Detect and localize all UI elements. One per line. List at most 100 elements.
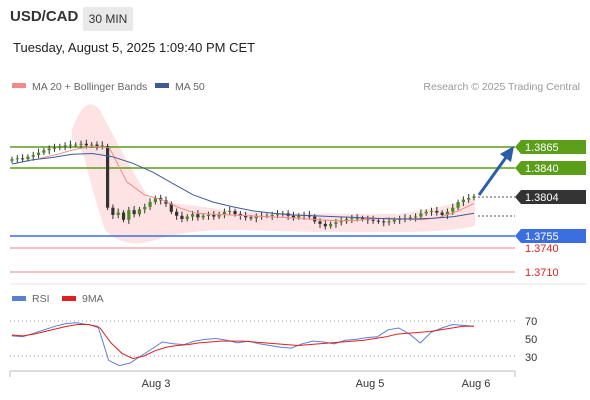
candle-body (190, 214, 195, 217)
candle-body (371, 219, 375, 221)
level-1840-label: 1.3840 (525, 163, 559, 175)
rsi-tick-70: 70 (525, 316, 537, 328)
candle-body (318, 221, 322, 224)
candle-body (472, 196, 476, 198)
rsi-ma-line (11, 324, 474, 360)
candle-body (329, 223, 333, 227)
x-tick-aug5: Aug 5 (356, 378, 385, 390)
candle-body (180, 215, 184, 220)
rsi-tick-50: 50 (525, 334, 537, 346)
ma50-legend-label: MA 50 (175, 81, 205, 93)
x-tick-aug6: Aug 6 (462, 378, 491, 390)
candle-body (355, 218, 359, 220)
timeframe-badge[interactable]: 30 MIN (83, 7, 133, 31)
candle-body (297, 215, 301, 218)
candle-body (68, 144, 73, 146)
candle-body (111, 207, 115, 215)
candle-body (31, 155, 35, 157)
forecast-arrow (477, 146, 514, 196)
candle-body (275, 214, 280, 216)
candle-body (376, 220, 381, 222)
candle-body (127, 210, 131, 220)
level-1740-label: 1.3740 (525, 243, 559, 255)
candle-body (445, 211, 450, 215)
candle-body (392, 219, 396, 222)
level-1710-label: 1.3710 (525, 267, 559, 279)
candle-body (249, 217, 253, 219)
candle-body (206, 214, 211, 216)
candle-body (254, 216, 258, 219)
candle-body (63, 145, 67, 147)
candle-body (58, 146, 62, 148)
candle-body (21, 158, 25, 160)
candle-body (47, 148, 51, 151)
candle-body (36, 152, 41, 156)
candle-body (121, 212, 126, 220)
candle-body (148, 202, 152, 207)
candle-body (100, 145, 104, 147)
candle-body (350, 218, 354, 220)
candle-body (429, 210, 434, 212)
rsi-legend-swatch (12, 296, 26, 301)
candle-body (233, 210, 237, 215)
candle-body (42, 150, 46, 153)
candle-body (52, 147, 57, 149)
credit-label: Research © 2025 Trading Central (423, 81, 580, 93)
level-tag-1865: 1.3865 (515, 140, 586, 154)
x-tick-aug3: Aug 3 (142, 378, 171, 390)
candle-body (313, 216, 317, 222)
candle-body (408, 217, 412, 219)
candle-body (185, 216, 189, 220)
level-1755-label: 1.3755 (525, 231, 559, 243)
candle-body (222, 211, 227, 215)
candle-body (291, 215, 296, 218)
candle-body (132, 210, 136, 215)
candle-body (398, 219, 402, 221)
candle-body (456, 202, 460, 208)
candle-body (153, 197, 157, 203)
candle-body (196, 214, 200, 218)
level-tag-1755: 1.3755 (515, 229, 586, 243)
rsi-line (11, 322, 475, 367)
ma20-legend-swatch (12, 83, 26, 88)
candle-body (169, 203, 173, 212)
candle-body (424, 211, 428, 214)
candle-body (413, 216, 418, 218)
candle-body (74, 144, 78, 146)
candle-body (105, 146, 110, 208)
candle-body (323, 223, 327, 227)
candle-body (339, 221, 343, 223)
candle-body (84, 143, 88, 146)
candle-body (143, 206, 147, 210)
candle-body (137, 209, 142, 215)
datetime-label: Tuesday, August 5, 2025 1:09:40 PM CET (13, 40, 256, 55)
candle-body (228, 210, 232, 212)
rsi-legend-label: RSI (32, 293, 50, 305)
symbol-title: USD/CAD (10, 8, 79, 25)
candle-body (451, 207, 455, 212)
candle-body (467, 197, 471, 200)
candle-body (440, 212, 444, 215)
ma50-line (11, 152, 475, 220)
candle-body (244, 215, 248, 218)
level-1804-label: 1.3804 (525, 192, 559, 204)
rsi-tick-30: 30 (525, 352, 537, 364)
candle-body (419, 213, 423, 217)
level-1865-label: 1.3865 (525, 142, 559, 154)
ma20-legend-label: MA 20 + Bollinger Bands (32, 81, 147, 93)
ma50-legend-swatch (155, 83, 169, 88)
candle-body (435, 210, 439, 213)
candle-body (461, 199, 465, 203)
bollinger-band (72, 104, 475, 244)
candle-body (15, 158, 19, 160)
candle-body (116, 212, 120, 215)
candle-body (270, 214, 274, 216)
candle-body (175, 211, 179, 216)
candle-body (212, 214, 216, 217)
candle-body (382, 221, 386, 223)
level-tag-1840: 1.3840 (515, 161, 586, 175)
candle-body (201, 215, 205, 218)
candle-body (90, 144, 94, 146)
candle-body (334, 222, 338, 224)
